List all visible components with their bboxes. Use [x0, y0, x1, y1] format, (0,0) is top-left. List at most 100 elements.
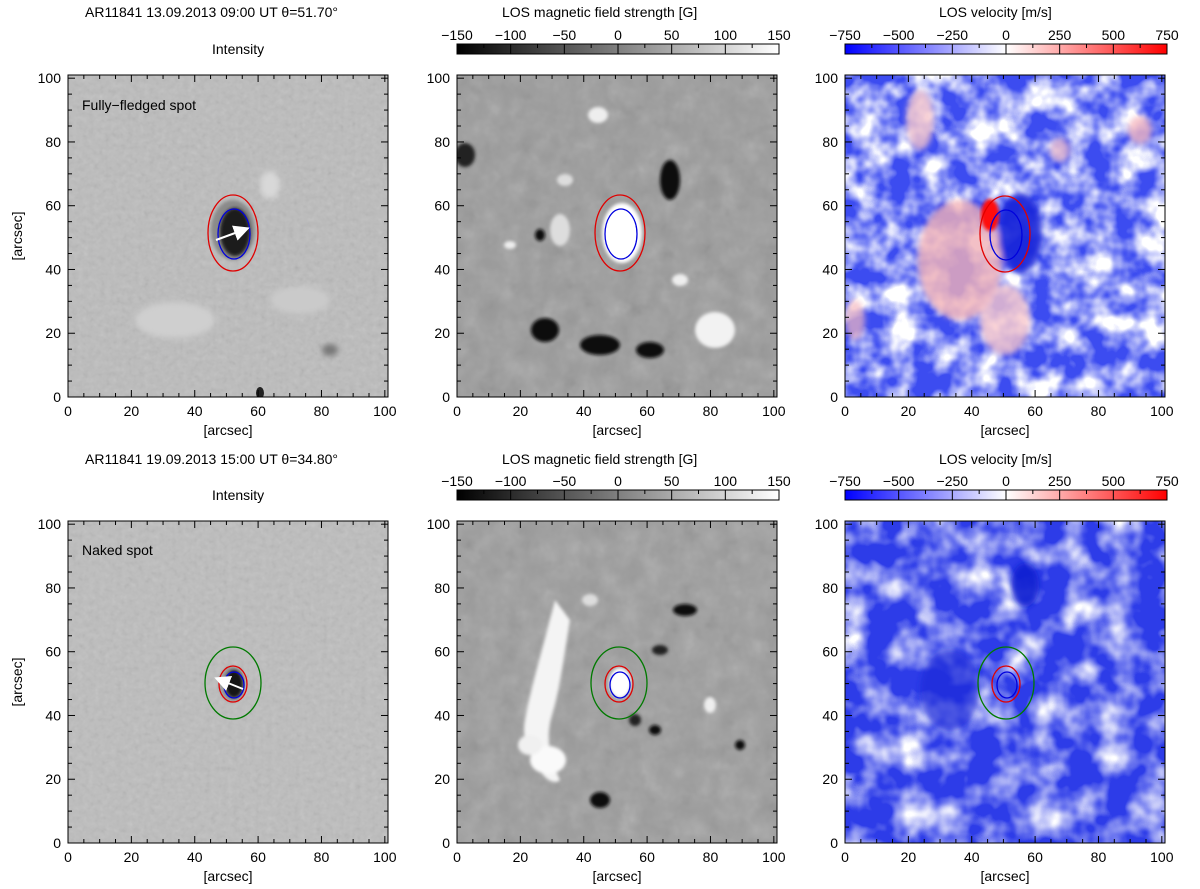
row1-velocity-colorbar: −750 −500 −250 0 250 500 750 [829, 27, 1179, 55]
row2-velocity-colorbar-ticks: −750 −500 −250 0 250 500 750 [829, 473, 1179, 500]
row1-velocity-colorbar-ticks: −750 −500 −250 0 250 500 750 [829, 27, 1179, 54]
row2-intensity-axes: 00 20 20 40 40 60 60 80 80 100 100 [arcsec] [arcsec] [9, 516, 397, 884]
row1-magnetic-xtick-label: 80 [703, 403, 719, 419]
row2-magnetic-panel [457, 521, 777, 843]
row1-magnetic-colorbar-tick-label: 100 [714, 27, 738, 43]
row2-velocity-ytick-label: 40 [822, 707, 838, 723]
row2-intensity-ytick-label: 40 [45, 707, 61, 723]
row2-intensity-ylabel: [arcsec] [9, 657, 25, 706]
row1-velocity-umbra-contour [989, 209, 1023, 261]
row2-intensity-arrow [214, 676, 244, 691]
row2-velocity-xtick-label: 100 [1150, 849, 1174, 865]
row2-intensity-frame [67, 520, 389, 844]
row1-velocity-ytick-label: 60 [822, 198, 838, 214]
row1-intensity-arrow [215, 225, 250, 241]
row2-intensity-xtick-label: 0 [64, 849, 72, 865]
row2-magnetic-colorbar-tick-label: 50 [664, 473, 680, 489]
row2-intensity-xtick-label: 80 [314, 849, 330, 865]
row1-intensity-xtick-label: 40 [187, 403, 203, 419]
row1-velocity-colorbar-tick-label: 750 [1155, 27, 1179, 43]
row1-velocity-ytick-label: 100 [815, 70, 839, 86]
row1-magnetic-xtick-label: 40 [576, 403, 592, 419]
row2-velocity-ytick-label: 100 [815, 516, 839, 532]
row2-magnetic-xlabel: [arcsec] [592, 868, 641, 884]
row1-intensity-panel [68, 75, 388, 397]
row1-velocity-colorbar-tick-label: −750 [829, 27, 861, 43]
row1-velocity-xtick-label: 20 [901, 403, 917, 419]
row1-magnetic-ytick-label: 0 [442, 389, 450, 405]
row1-magnetic-ytick-label: 40 [434, 261, 450, 277]
row1-intensity-xlabel: [arcsec] [203, 422, 252, 438]
row2-magnetic-colorbar-title: LOS magnetic field strength [G] [502, 451, 698, 467]
row2-velocity-ytick-label: 60 [822, 644, 838, 660]
row2-intensity-xtick-label: 60 [250, 849, 266, 865]
row1-magnetic-panel [457, 75, 777, 397]
row2-velocity-penumbra-contour [991, 665, 1021, 703]
row1-intensity-ytick-label: 100 [38, 70, 62, 86]
row1-header: AR11841 13.09.2013 09:00 UT θ=51.70° [85, 4, 339, 20]
row2-magnetic-colorbar-tick-label: 100 [714, 473, 738, 489]
row1-intensity-ytick-label: 60 [45, 198, 61, 214]
row2-spot-label: Naked spot [82, 542, 153, 558]
row2-magnetic-xtick-label: 0 [453, 849, 461, 865]
row2-intensity-ytick-label: 60 [45, 644, 61, 660]
row1-intensity-ytick-label: 80 [45, 134, 61, 150]
row2-velocity-colorbar-title: LOS velocity [m/s] [939, 451, 1052, 467]
row1-intensity-xtick-label: 0 [64, 403, 72, 419]
row2-magnetic-ytick-label: 80 [434, 580, 450, 596]
row1-velocity-colorbar-tick-label: 250 [1048, 27, 1072, 43]
row2-magnetic-ytick-label: 0 [442, 835, 450, 851]
row1-velocity-colorbar-tick-label: 500 [1102, 27, 1126, 43]
row2-magnetic-colorbar: −150 −100 −50 0 50 100 150 [441, 473, 791, 501]
row2-velocity-xtick-label: 80 [1091, 849, 1107, 865]
row2-magnetic-colorbar-tick-label: −100 [495, 473, 527, 489]
row1-intensity-ytick-label: 0 [53, 389, 61, 405]
row2-velocity-xtick-label: 0 [841, 849, 849, 865]
row2-magnetic-colorbar-tick-label: 0 [614, 473, 622, 489]
row2-magnetic-umbra-contour [609, 671, 631, 699]
row2-velocity-colorbar-tick-label: 0 [1002, 473, 1010, 489]
row2-magnetic-penumbra-contour [604, 665, 634, 703]
row1-velocity-colorbar-title: LOS velocity [m/s] [939, 4, 1052, 20]
row2-intensity-ytick-label: 100 [38, 516, 62, 532]
row1-magnetic-xtick-label: 60 [639, 403, 655, 419]
row2-intensity-xtick-label: 40 [187, 849, 203, 865]
row1-velocity-ytick-label: 40 [822, 261, 838, 277]
row2-velocity-outer-contour [977, 646, 1035, 720]
row1-magnetic-colorbar-tick-label: −150 [441, 27, 473, 43]
row2-velocity-umbra-contour [996, 671, 1018, 699]
row1-magnetic-ytick-label: 80 [434, 134, 450, 150]
row2-magnetic-colorbar-tick-label: 150 [767, 473, 791, 489]
row1-magnetic-umbra-contour [604, 208, 638, 260]
row2-velocity-ytick-label: 0 [830, 835, 838, 851]
row1-velocity-penumbra-contour [979, 195, 1031, 273]
row2-intensity-ytick-label: 80 [45, 580, 61, 596]
row1-velocity-ytick-label: 80 [822, 134, 838, 150]
row2-velocity-xtick-label: 20 [901, 849, 917, 865]
row2-velocity-xtick-label: 40 [964, 849, 980, 865]
row1-intensity-xtick-label: 100 [373, 403, 397, 419]
row2-velocity-colorbar-tick-label: −250 [937, 473, 969, 489]
row1-magnetic-colorbar-title: LOS magnetic field strength [G] [502, 4, 698, 20]
row2-magnetic-frame [456, 520, 778, 844]
row1-magnetic-colorbar: −150 −100 −50 0 50 100 150 [441, 27, 791, 55]
row2-velocity-colorbar-tick-label: 750 [1155, 473, 1179, 489]
row1-magnetic-axes: 00 20 20 40 40 60 60 80 80 100 100 [arcsec] [427, 70, 786, 438]
row1-intensity-ylabel: [arcsec] [9, 211, 25, 260]
row2-intensity-ytick-label: 20 [45, 771, 61, 787]
row2-magnetic-xtick-label: 20 [513, 849, 529, 865]
row1-velocity-xlabel: [arcsec] [980, 422, 1029, 438]
row1-intensity-umbra-contour [217, 208, 251, 260]
row1-intensity-axes: 00 20 20 40 40 60 60 80 80 100 100 [arcsec] [arcsec] [9, 70, 397, 438]
row2-intensity-title: Intensity [212, 487, 265, 503]
row2-magnetic-colorbar-tick-label: −50 [552, 473, 576, 489]
row1-intensity-frame [67, 74, 389, 398]
row1-intensity-xtick-label: 80 [314, 403, 330, 419]
row1-velocity-xtick-label: 80 [1091, 403, 1107, 419]
row2-intensity-ytick-label: 0 [53, 835, 61, 851]
row1-magnetic-xtick-label: 20 [513, 403, 529, 419]
row1-magnetic-xlabel: [arcsec] [592, 422, 641, 438]
row1-velocity-xtick-label: 40 [964, 403, 980, 419]
row2-magnetic-ytick-label: 60 [434, 644, 450, 660]
